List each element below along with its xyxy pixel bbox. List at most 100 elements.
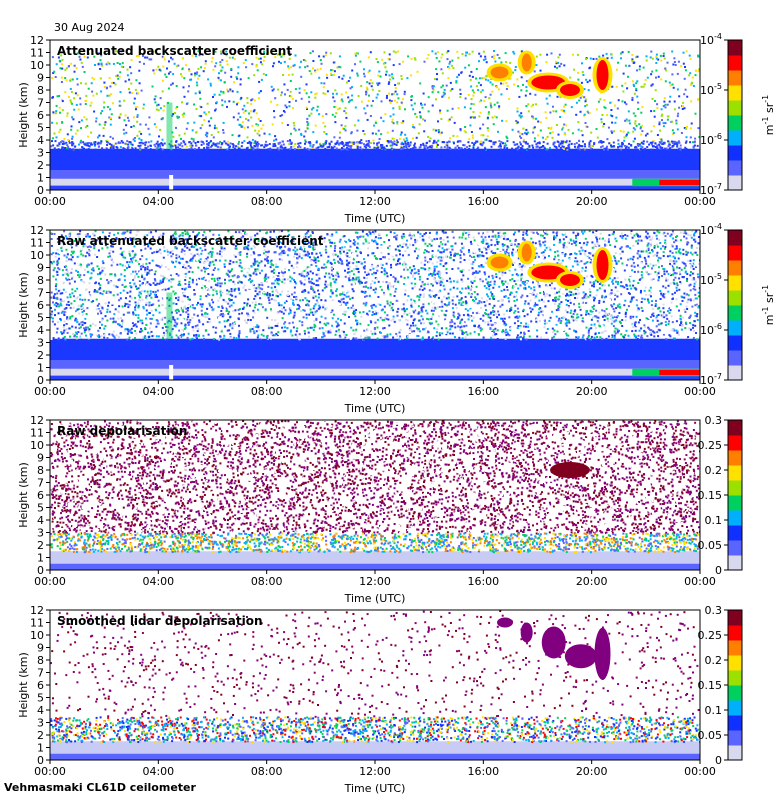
colorbar-unit: m-1 sr-1 bbox=[761, 285, 776, 325]
colorbar-segment bbox=[728, 145, 742, 161]
colorbar-segment bbox=[728, 260, 742, 276]
y-tick-label: 10 bbox=[30, 629, 44, 642]
colorbar-segment bbox=[728, 625, 742, 641]
colorbar-tick-label: 10-6 bbox=[700, 322, 722, 337]
x-tick-label: 00:00 bbox=[684, 385, 716, 398]
y-tick-label: 1 bbox=[37, 742, 44, 755]
x-tick-label: 08:00 bbox=[251, 765, 283, 778]
colorbar-segment bbox=[728, 610, 742, 626]
colorbar-segment bbox=[728, 670, 742, 686]
cloud-depol bbox=[564, 644, 597, 669]
colorbar-tick-label: 0.3 bbox=[705, 414, 723, 427]
panel-3: Raw depolarisation0123456789101112Height… bbox=[17, 414, 743, 605]
x-tick-label: 16:00 bbox=[467, 765, 499, 778]
y-tick-label: 12 bbox=[30, 604, 44, 617]
y-tick-label: 12 bbox=[30, 34, 44, 47]
y-tick-label: 6 bbox=[37, 299, 44, 312]
y-tick-label: 3 bbox=[37, 527, 44, 540]
x-tick-label: 00:00 bbox=[34, 195, 66, 208]
colorbar-segment bbox=[728, 465, 742, 481]
x-tick-label: 20:00 bbox=[576, 575, 608, 588]
y-tick-label: 2 bbox=[37, 729, 44, 742]
colorbar-segment bbox=[728, 510, 742, 526]
colorbar-segment bbox=[728, 320, 742, 336]
y-tick-label: 8 bbox=[37, 84, 44, 97]
colorbar-segment bbox=[728, 245, 742, 261]
y-tick-label: 6 bbox=[37, 109, 44, 122]
panel-title: Raw depolarisation bbox=[57, 424, 187, 438]
y-tick-label: 9 bbox=[37, 262, 44, 275]
y-axis-label: Height (km) bbox=[17, 462, 30, 528]
colorbar-segment bbox=[728, 100, 742, 116]
x-tick-label: 20:00 bbox=[576, 385, 608, 398]
y-tick-label: 3 bbox=[37, 147, 44, 160]
colorbar-tick-label: 0.25 bbox=[698, 629, 723, 642]
x-tick-label: 20:00 bbox=[576, 765, 608, 778]
y-axis-label: Height (km) bbox=[17, 82, 30, 148]
date-label: 30 Aug 2024 bbox=[54, 21, 124, 34]
colorbar-segment bbox=[728, 745, 742, 761]
colorbar-segment bbox=[728, 350, 742, 366]
plot-area bbox=[50, 230, 700, 380]
cloud-depol bbox=[550, 462, 590, 478]
y-tick-label: 1 bbox=[37, 172, 44, 185]
surface-layer bbox=[50, 368, 700, 380]
y-tick-label: 8 bbox=[37, 654, 44, 667]
low-cloud-core bbox=[659, 180, 700, 185]
plot-area bbox=[50, 610, 700, 760]
x-tick-label: 04:00 bbox=[142, 385, 174, 398]
colorbar-segment bbox=[728, 525, 742, 541]
y-tick-label: 4 bbox=[37, 134, 44, 147]
y-axis-label: Height (km) bbox=[17, 652, 30, 718]
y-tick-label: 5 bbox=[37, 502, 44, 515]
y-tick-label: 0 bbox=[37, 374, 44, 387]
y-tick-label: 0 bbox=[37, 564, 44, 577]
x-tick-label: 12:00 bbox=[359, 575, 391, 588]
y-tick-label: 2 bbox=[37, 159, 44, 172]
colorbar-frame bbox=[727, 39, 743, 191]
y-tick-label: 6 bbox=[37, 679, 44, 692]
y-tick-label: 2 bbox=[37, 349, 44, 362]
colorbar-tick-label: 0.15 bbox=[698, 489, 723, 502]
colorbar-segment bbox=[728, 275, 742, 291]
colorbar: 0 0.05 0.1 0.15 0.2 0.25 0.3 bbox=[698, 414, 743, 577]
y-tick-label: 7 bbox=[37, 287, 44, 300]
x-tick-label: 16:00 bbox=[467, 385, 499, 398]
colorbar-segment bbox=[728, 85, 742, 101]
cloud-core bbox=[531, 265, 566, 280]
colorbar-segment bbox=[728, 305, 742, 321]
panel-title: Raw attenuated backscatter coefficient bbox=[57, 234, 324, 248]
colorbar-tick-label: 10-5 bbox=[700, 82, 722, 97]
colorbar-tick-label: 0 bbox=[715, 754, 722, 767]
y-tick-label: 7 bbox=[37, 477, 44, 490]
colorbar-tick-label: 0.15 bbox=[698, 679, 723, 692]
x-tick-label: 00:00 bbox=[34, 765, 66, 778]
y-tick-label: 4 bbox=[37, 324, 44, 337]
x-axis-label: Time (UTC) bbox=[344, 212, 406, 225]
y-tick-label: 6 bbox=[37, 489, 44, 502]
colorbar-tick-label: 10-5 bbox=[700, 272, 722, 287]
ground-depol bbox=[50, 753, 700, 760]
y-tick-label: 5 bbox=[37, 692, 44, 705]
y-tick-label: 9 bbox=[37, 452, 44, 465]
colorbar-segment bbox=[728, 700, 742, 716]
colorbar-tick-label: 10-6 bbox=[700, 132, 722, 147]
x-axis-label: Time (UTC) bbox=[344, 782, 406, 795]
colorbar-unit: m-1 sr-1 bbox=[761, 95, 776, 135]
y-tick-label: 9 bbox=[37, 72, 44, 85]
colorbar-segment bbox=[728, 365, 742, 381]
cloud-depol bbox=[497, 617, 513, 628]
panel-title: Attenuated backscatter coefficient bbox=[57, 44, 292, 58]
colorbar-tick-label: 0.2 bbox=[705, 464, 723, 477]
x-tick-label: 04:00 bbox=[142, 575, 174, 588]
colorbar-segment bbox=[728, 715, 742, 731]
x-tick-label: 08:00 bbox=[251, 575, 283, 588]
colorbar-segment bbox=[728, 640, 742, 656]
ground-layer bbox=[50, 375, 700, 380]
x-tick-label: 12:00 bbox=[359, 195, 391, 208]
x-tick-label: 00:00 bbox=[684, 765, 716, 778]
cloud-depol bbox=[541, 626, 566, 659]
y-tick-label: 10 bbox=[30, 59, 44, 72]
instrument-label: Vehmasmaki CL61D ceilometer bbox=[4, 781, 196, 794]
